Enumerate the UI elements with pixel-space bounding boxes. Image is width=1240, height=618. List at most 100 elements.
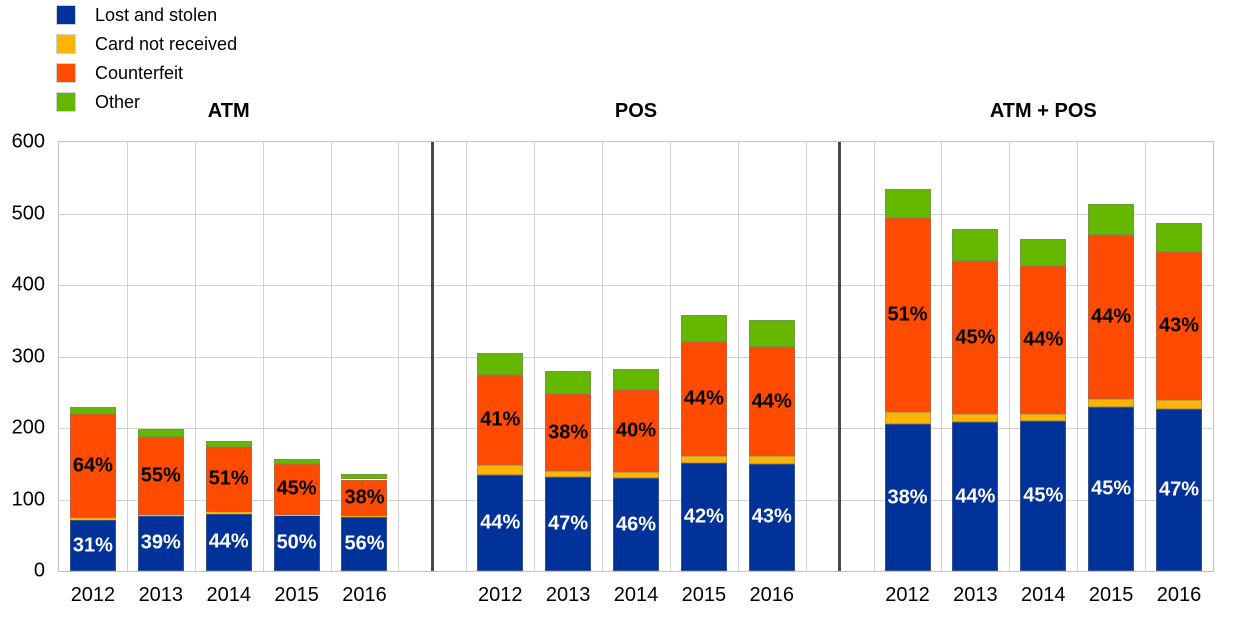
segment-counterfeit: [1088, 234, 1135, 400]
year-label-2014: 2014: [613, 584, 659, 606]
legend-swatch-icon: [57, 64, 75, 82]
segment-lost-and-stolen: [205, 513, 252, 571]
segment-other: [205, 440, 252, 447]
segment-card-not-received: [884, 412, 931, 425]
stacked-bar-ATMPOS-2012: [884, 189, 931, 571]
year-label-2012: 2012: [885, 584, 930, 606]
segment-counterfeit: [477, 375, 524, 466]
segment-card-not-received: [952, 414, 999, 423]
segment-counterfeit: [884, 217, 931, 413]
legend-row-lost-and-stolen: Lost and stolen: [57, 6, 237, 24]
pct-label-counterfeit: 44%: [683, 387, 724, 410]
segment-counterfeit: [137, 437, 184, 515]
v-gridline: [669, 142, 671, 571]
year-label-2015: 2015: [681, 584, 727, 606]
y-tick-400: 400: [11, 273, 45, 296]
segment-other: [69, 407, 116, 414]
segment-lost-and-stolen: [545, 477, 592, 571]
v-gridline: [126, 142, 128, 571]
chart-legend: Lost and stolen Card not received Counterf…: [57, 6, 237, 122]
segment-counterfeit: [341, 479, 388, 516]
panel-separator: [430, 142, 434, 571]
v-gridline: [873, 142, 875, 571]
y-tick-500: 500: [11, 202, 45, 224]
pct-label-lost-and-stolen: 39%: [140, 531, 181, 554]
stacked-bar-POS-2012: [477, 352, 524, 571]
pct-label-counterfeit: 44%: [1091, 305, 1132, 328]
segment-card-not-received: [680, 455, 727, 464]
year-label-2015: 2015: [274, 584, 319, 606]
segment-card-not-received: [137, 514, 184, 516]
segment-counterfeit: [952, 260, 999, 415]
pct-label-counterfeit: 64%: [72, 454, 113, 477]
pct-label-counterfeit: 55%: [140, 464, 181, 487]
segment-card-not-received: [341, 515, 388, 517]
pct-label-lost-and-stolen: 42%: [683, 505, 724, 528]
segment-counterfeit: [680, 341, 727, 456]
segment-other: [884, 189, 931, 218]
legend-swatch-icon: [57, 93, 75, 111]
h-gridline-400: [59, 285, 1213, 286]
legend-label: Card not received: [95, 34, 238, 54]
legend-row-card-not-received: Card not received: [57, 35, 237, 53]
year-label-2013: 2013: [953, 584, 998, 606]
v-gridline: [194, 142, 196, 571]
pct-label-lost-and-stolen: 56%: [344, 532, 385, 555]
segment-counterfeit: [613, 390, 659, 473]
pct-label-counterfeit: 51%: [208, 467, 249, 490]
stacked-bar-POS-2016: [748, 320, 795, 571]
segment-other: [748, 320, 795, 348]
segment-card-not-received: [205, 512, 252, 514]
legend-label: Counterfeit: [95, 63, 184, 83]
segment-counterfeit: [273, 464, 320, 515]
h-gridline-500: [59, 213, 1213, 215]
y-tick-100: 100: [11, 488, 45, 510]
segment-lost-and-stolen: [680, 463, 727, 571]
segment-card-not-received: [545, 470, 592, 478]
v-gridline: [398, 142, 400, 571]
legend-row-other: Other: [57, 93, 237, 111]
stacked-bar-POS-2014: [613, 368, 659, 571]
v-gridline: [941, 142, 943, 571]
pct-label-lost-and-stolen: 31%: [72, 534, 113, 557]
v-gridline: [1145, 142, 1147, 571]
segment-card-not-received: [1156, 400, 1203, 409]
segment-card-not-received: [613, 472, 659, 479]
segment-other: [545, 370, 592, 395]
stacked-bar-POS-2015: [680, 315, 727, 571]
year-label-2016: 2016: [1156, 584, 1202, 606]
pct-label-lost-and-stolen: 46%: [615, 513, 657, 536]
pct-label-lost-and-stolen: 38%: [887, 486, 928, 509]
segment-lost-and-stolen: [1156, 408, 1203, 571]
pct-label-lost-and-stolen: 44%: [955, 485, 996, 508]
pct-label-lost-and-stolen: 43%: [751, 505, 792, 528]
segment-other: [273, 459, 320, 465]
segment-card-not-received: [477, 465, 524, 476]
year-label-2016: 2016: [342, 584, 387, 606]
segment-counterfeit: [545, 394, 592, 471]
panel-title-atm-pos: ATM + POS: [989, 100, 1097, 122]
stacked-bar-ATM-2012: [69, 407, 116, 571]
segment-lost-and-stolen: [613, 478, 659, 571]
pct-label-lost-and-stolen: 47%: [548, 512, 589, 535]
year-label-2012: 2012: [477, 584, 523, 606]
panel-title-atm: ATM: [207, 100, 250, 122]
y-tick-0: 0: [33, 559, 45, 582]
pct-label-lost-and-stolen: 44%: [480, 511, 521, 534]
y-tick-300: 300: [11, 345, 45, 367]
pct-label-lost-and-stolen: 45%: [1091, 477, 1132, 500]
stacked-bar-ATM-2014: [205, 440, 252, 571]
segment-lost-and-stolen: [748, 463, 795, 571]
segment-card-not-received: [69, 518, 116, 521]
panel-separator: [838, 142, 842, 571]
segment-lost-and-stolen: [477, 475, 524, 571]
segment-counterfeit: [748, 347, 795, 456]
stacked-bar-ATMPOS-2015: [1088, 203, 1135, 571]
year-label-2016: 2016: [749, 584, 795, 606]
year-label-2013: 2013: [138, 584, 184, 606]
v-gridline: [466, 142, 468, 571]
pct-label-lost-and-stolen: 47%: [1159, 478, 1200, 501]
pct-label-counterfeit: 41%: [480, 408, 521, 431]
pct-label-lost-and-stolen: 50%: [276, 531, 317, 554]
